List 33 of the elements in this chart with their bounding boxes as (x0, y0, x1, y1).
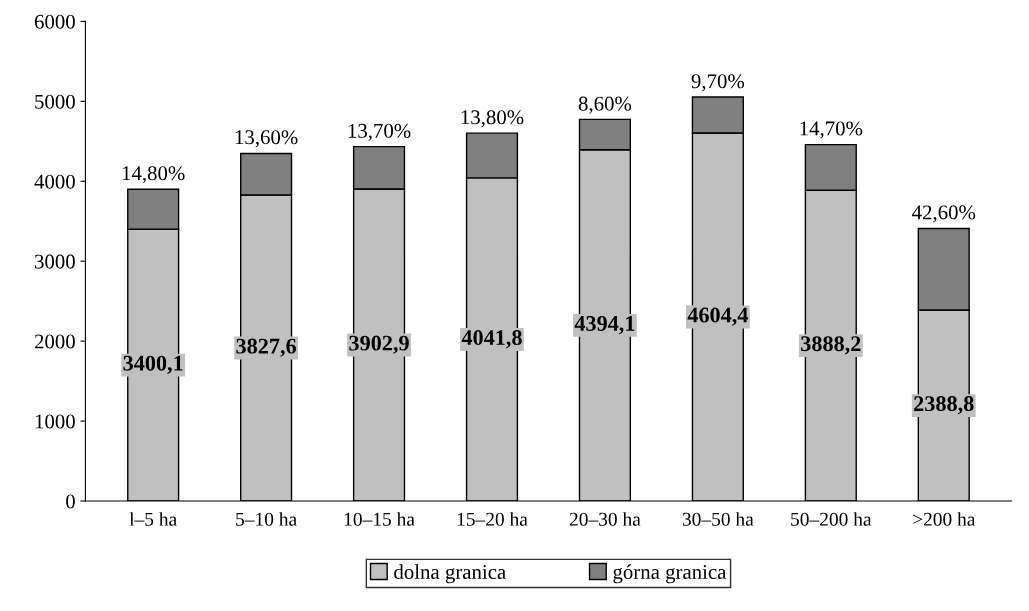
x-tick-label: l–5 ha (129, 512, 177, 526)
x-tick-label: 5–10 ha (236, 512, 297, 526)
data-label: 4041,8 (461, 330, 522, 349)
x-tick-label: 15–20 ha (457, 512, 528, 526)
data-label: 3902,9 (349, 335, 409, 354)
data-label: 3827,6 (236, 338, 297, 357)
x-tick-label: 50–200 ha (791, 512, 872, 526)
annotation: 14,70% (800, 121, 863, 139)
annotation: 42,60% (912, 205, 976, 223)
annotation: 13,60% (235, 130, 298, 148)
annotation: 13,70% (348, 123, 411, 141)
y-tick-label: 5000 (35, 94, 75, 109)
data-label: 2388,8 (914, 396, 974, 415)
annotation: 13,80% (461, 110, 524, 128)
data-label: 4604,4 (687, 307, 749, 326)
data-label: 4394,1 (574, 316, 635, 335)
legend-label: górna granica (613, 564, 727, 584)
data-label: 3400,1 (123, 355, 183, 374)
y-tick-label: 6000 (34, 14, 75, 29)
y-tick-label: 3000 (35, 254, 75, 269)
x-tick-label: 10–15 ha (344, 512, 415, 526)
annotation: 9,70% (691, 74, 745, 92)
legend-label: dolna granica (394, 564, 506, 584)
y-tick-label: 2000 (34, 334, 75, 349)
x-tick-label: 20–30 ha (569, 512, 641, 526)
x-tick-label: 30–50 ha (682, 512, 754, 526)
y-tick-label: 1000 (35, 414, 75, 429)
y-tick-label: 0 (66, 494, 75, 509)
x-tick-label: >200 ha (913, 512, 976, 526)
annotation: 14,80% (122, 166, 185, 184)
y-tick-label: 4000 (34, 174, 75, 189)
annotation: 8,60% (578, 96, 632, 114)
data-label: 3888,2 (801, 336, 861, 355)
